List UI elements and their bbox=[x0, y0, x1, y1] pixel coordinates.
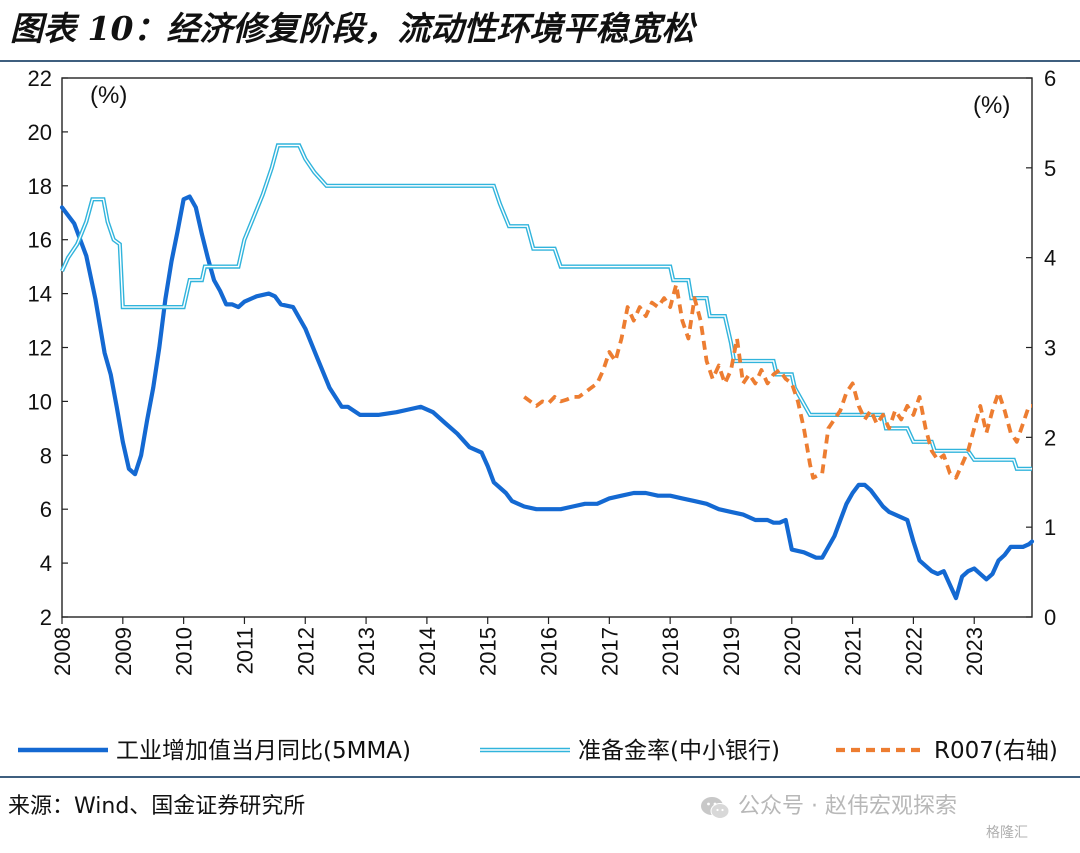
right-tick-label: 0 bbox=[1044, 605, 1056, 630]
chart-legend: 工业增加值当月同比(5MMA) 准备金率(中小银行) R007(右轴) bbox=[18, 738, 1058, 764]
left-tick-label: 2 bbox=[40, 605, 52, 630]
right-tick-label: 4 bbox=[1044, 246, 1056, 271]
x-tick-label: 2011 bbox=[232, 627, 257, 674]
left-tick-label: 4 bbox=[40, 551, 52, 576]
x-tick-label: 2010 bbox=[172, 627, 197, 676]
series-industrial-output-line bbox=[59, 194, 1035, 601]
right-axis-unit: (%) bbox=[973, 92, 1010, 119]
series-rrr-line-inner bbox=[61, 144, 1032, 470]
legend-label-industrial: 工业增加值当月同比(5MMA) bbox=[116, 738, 411, 764]
source-note: 来源：Wind、国金证券研究所 bbox=[8, 794, 306, 819]
left-tick-label: 22 bbox=[28, 66, 52, 91]
x-tick-label: 2019 bbox=[719, 627, 744, 676]
left-tick-label: 8 bbox=[40, 443, 52, 468]
left-axis-unit: (%) bbox=[90, 82, 127, 109]
x-tick-label: 2016 bbox=[537, 627, 562, 676]
wechat-icon bbox=[701, 797, 730, 819]
x-tick-label: 2021 bbox=[841, 627, 866, 676]
x-tick-label: 2013 bbox=[354, 627, 379, 676]
right-tick-label: 1 bbox=[1044, 515, 1056, 540]
left-tick-label: 12 bbox=[28, 336, 52, 361]
footer-divider bbox=[0, 776, 1080, 778]
legend-label-r007: R007(右轴) bbox=[934, 738, 1058, 764]
left-tick-label: 20 bbox=[28, 120, 52, 145]
left-tick-label: 6 bbox=[40, 497, 52, 522]
x-tick-label: 2015 bbox=[476, 627, 501, 676]
title-divider bbox=[0, 60, 1080, 62]
x-tick-label: 2022 bbox=[901, 627, 926, 676]
x-tick-label: 2009 bbox=[111, 627, 136, 676]
x-tick-label: 2012 bbox=[293, 627, 318, 676]
right-tick-label: 3 bbox=[1044, 336, 1056, 361]
x-tick-label: 2018 bbox=[658, 627, 683, 676]
right-tick-label: 2 bbox=[1044, 425, 1056, 450]
plot-frame bbox=[61, 77, 1033, 618]
x-tick-label: 2008 bbox=[50, 627, 75, 676]
legend-label-rrr: 准备金率(中小银行) bbox=[578, 738, 780, 764]
x-tick-label: 2020 bbox=[780, 627, 805, 676]
series-r007-line bbox=[523, 282, 1032, 480]
x-tick-label: 2023 bbox=[962, 627, 987, 676]
left-tick-label: 10 bbox=[28, 389, 52, 414]
corner-logo: 格隆汇 bbox=[986, 825, 1028, 841]
x-tick-label: 2014 bbox=[415, 627, 440, 676]
series-rrr-line-outer bbox=[60, 143, 1032, 471]
left-tick-label: 16 bbox=[28, 228, 52, 253]
watermark-text: 公众号 · 赵伟宏观探索 bbox=[738, 794, 957, 819]
x-tick-label: 2017 bbox=[597, 627, 622, 676]
left-tick-label: 18 bbox=[28, 174, 52, 199]
left-tick-label: 14 bbox=[28, 282, 52, 307]
right-tick-label: 6 bbox=[1044, 66, 1056, 91]
right-tick-label: 5 bbox=[1044, 156, 1056, 181]
chart-title: 图表 10：经济修复阶段，流动性环境平稳宽松 bbox=[10, 9, 695, 48]
chart-series bbox=[59, 143, 1035, 601]
